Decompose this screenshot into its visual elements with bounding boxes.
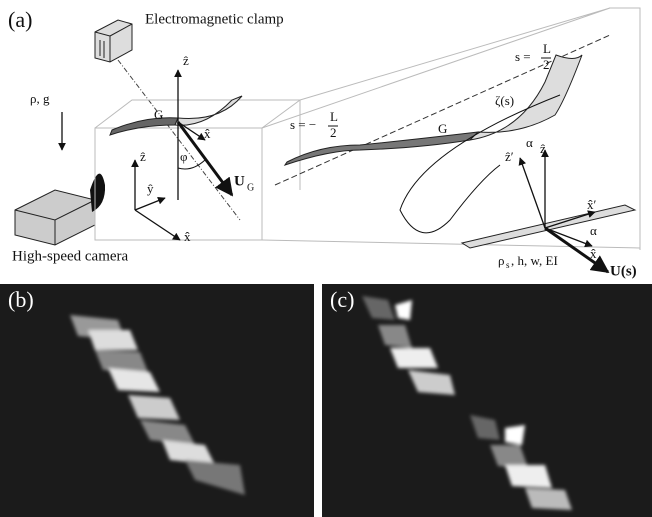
camera-label: High-speed camera: [12, 248, 129, 264]
velocity-sub: G: [247, 182, 254, 193]
axis-label: x̂: [204, 126, 211, 141]
center-label: G: [154, 107, 163, 122]
panel-a: (a) Electromagnetic clamp ρ, g High-spee…: [8, 7, 640, 279]
figure: (a) Electromagnetic clamp ρ, g High-spee…: [0, 0, 652, 517]
angle-label: α: [526, 135, 533, 150]
axis-label: x̂′: [587, 197, 597, 212]
ribbon-large: [470, 55, 582, 140]
clamp-label: Electromagnetic clamp: [145, 11, 284, 27]
ribbon-large: [285, 132, 478, 165]
axis-label: ẑ′: [505, 149, 514, 164]
clamp-icon: [95, 20, 132, 62]
panel-c: (c): [322, 284, 652, 517]
angle-label: α: [590, 223, 597, 238]
center-label: G: [438, 121, 447, 136]
velocity-label: U: [234, 173, 245, 189]
properties-label: , h, w, EI: [511, 253, 558, 268]
frame-axis: [135, 210, 180, 240]
fraction-den: 2: [543, 57, 550, 72]
properties-label: ρ: [498, 253, 505, 268]
box: [95, 8, 640, 250]
fraction-den: 2: [330, 125, 337, 140]
axis-label: ẑ: [140, 149, 146, 164]
axis-label: ẑ: [540, 141, 546, 156]
ribbon-small: [110, 118, 178, 135]
velocity-label: U(s): [610, 263, 637, 279]
twist-label: ζ(s): [495, 93, 514, 108]
frame-axis: [135, 198, 165, 210]
end-label: s =: [515, 49, 531, 64]
angle-label: φ: [180, 149, 188, 164]
clamp-axis: [118, 60, 240, 220]
axis-label: ẑ: [183, 53, 189, 68]
axis-label: x̂: [184, 229, 191, 244]
camera-icon: [15, 174, 105, 245]
properties-sub: s: [506, 260, 510, 270]
fraction-num: L: [330, 109, 338, 124]
panel-b: (b): [0, 284, 314, 517]
panel-label: (a): [8, 7, 32, 32]
z-prime-axis: [520, 158, 545, 228]
fluid-label: ρ, g: [30, 91, 50, 106]
fraction-num: L: [543, 41, 551, 56]
panel-label: (b): [8, 287, 34, 312]
panel-label: (c): [330, 287, 354, 312]
axis-label: ŷ: [147, 181, 154, 196]
end-label: s = −: [290, 117, 316, 132]
